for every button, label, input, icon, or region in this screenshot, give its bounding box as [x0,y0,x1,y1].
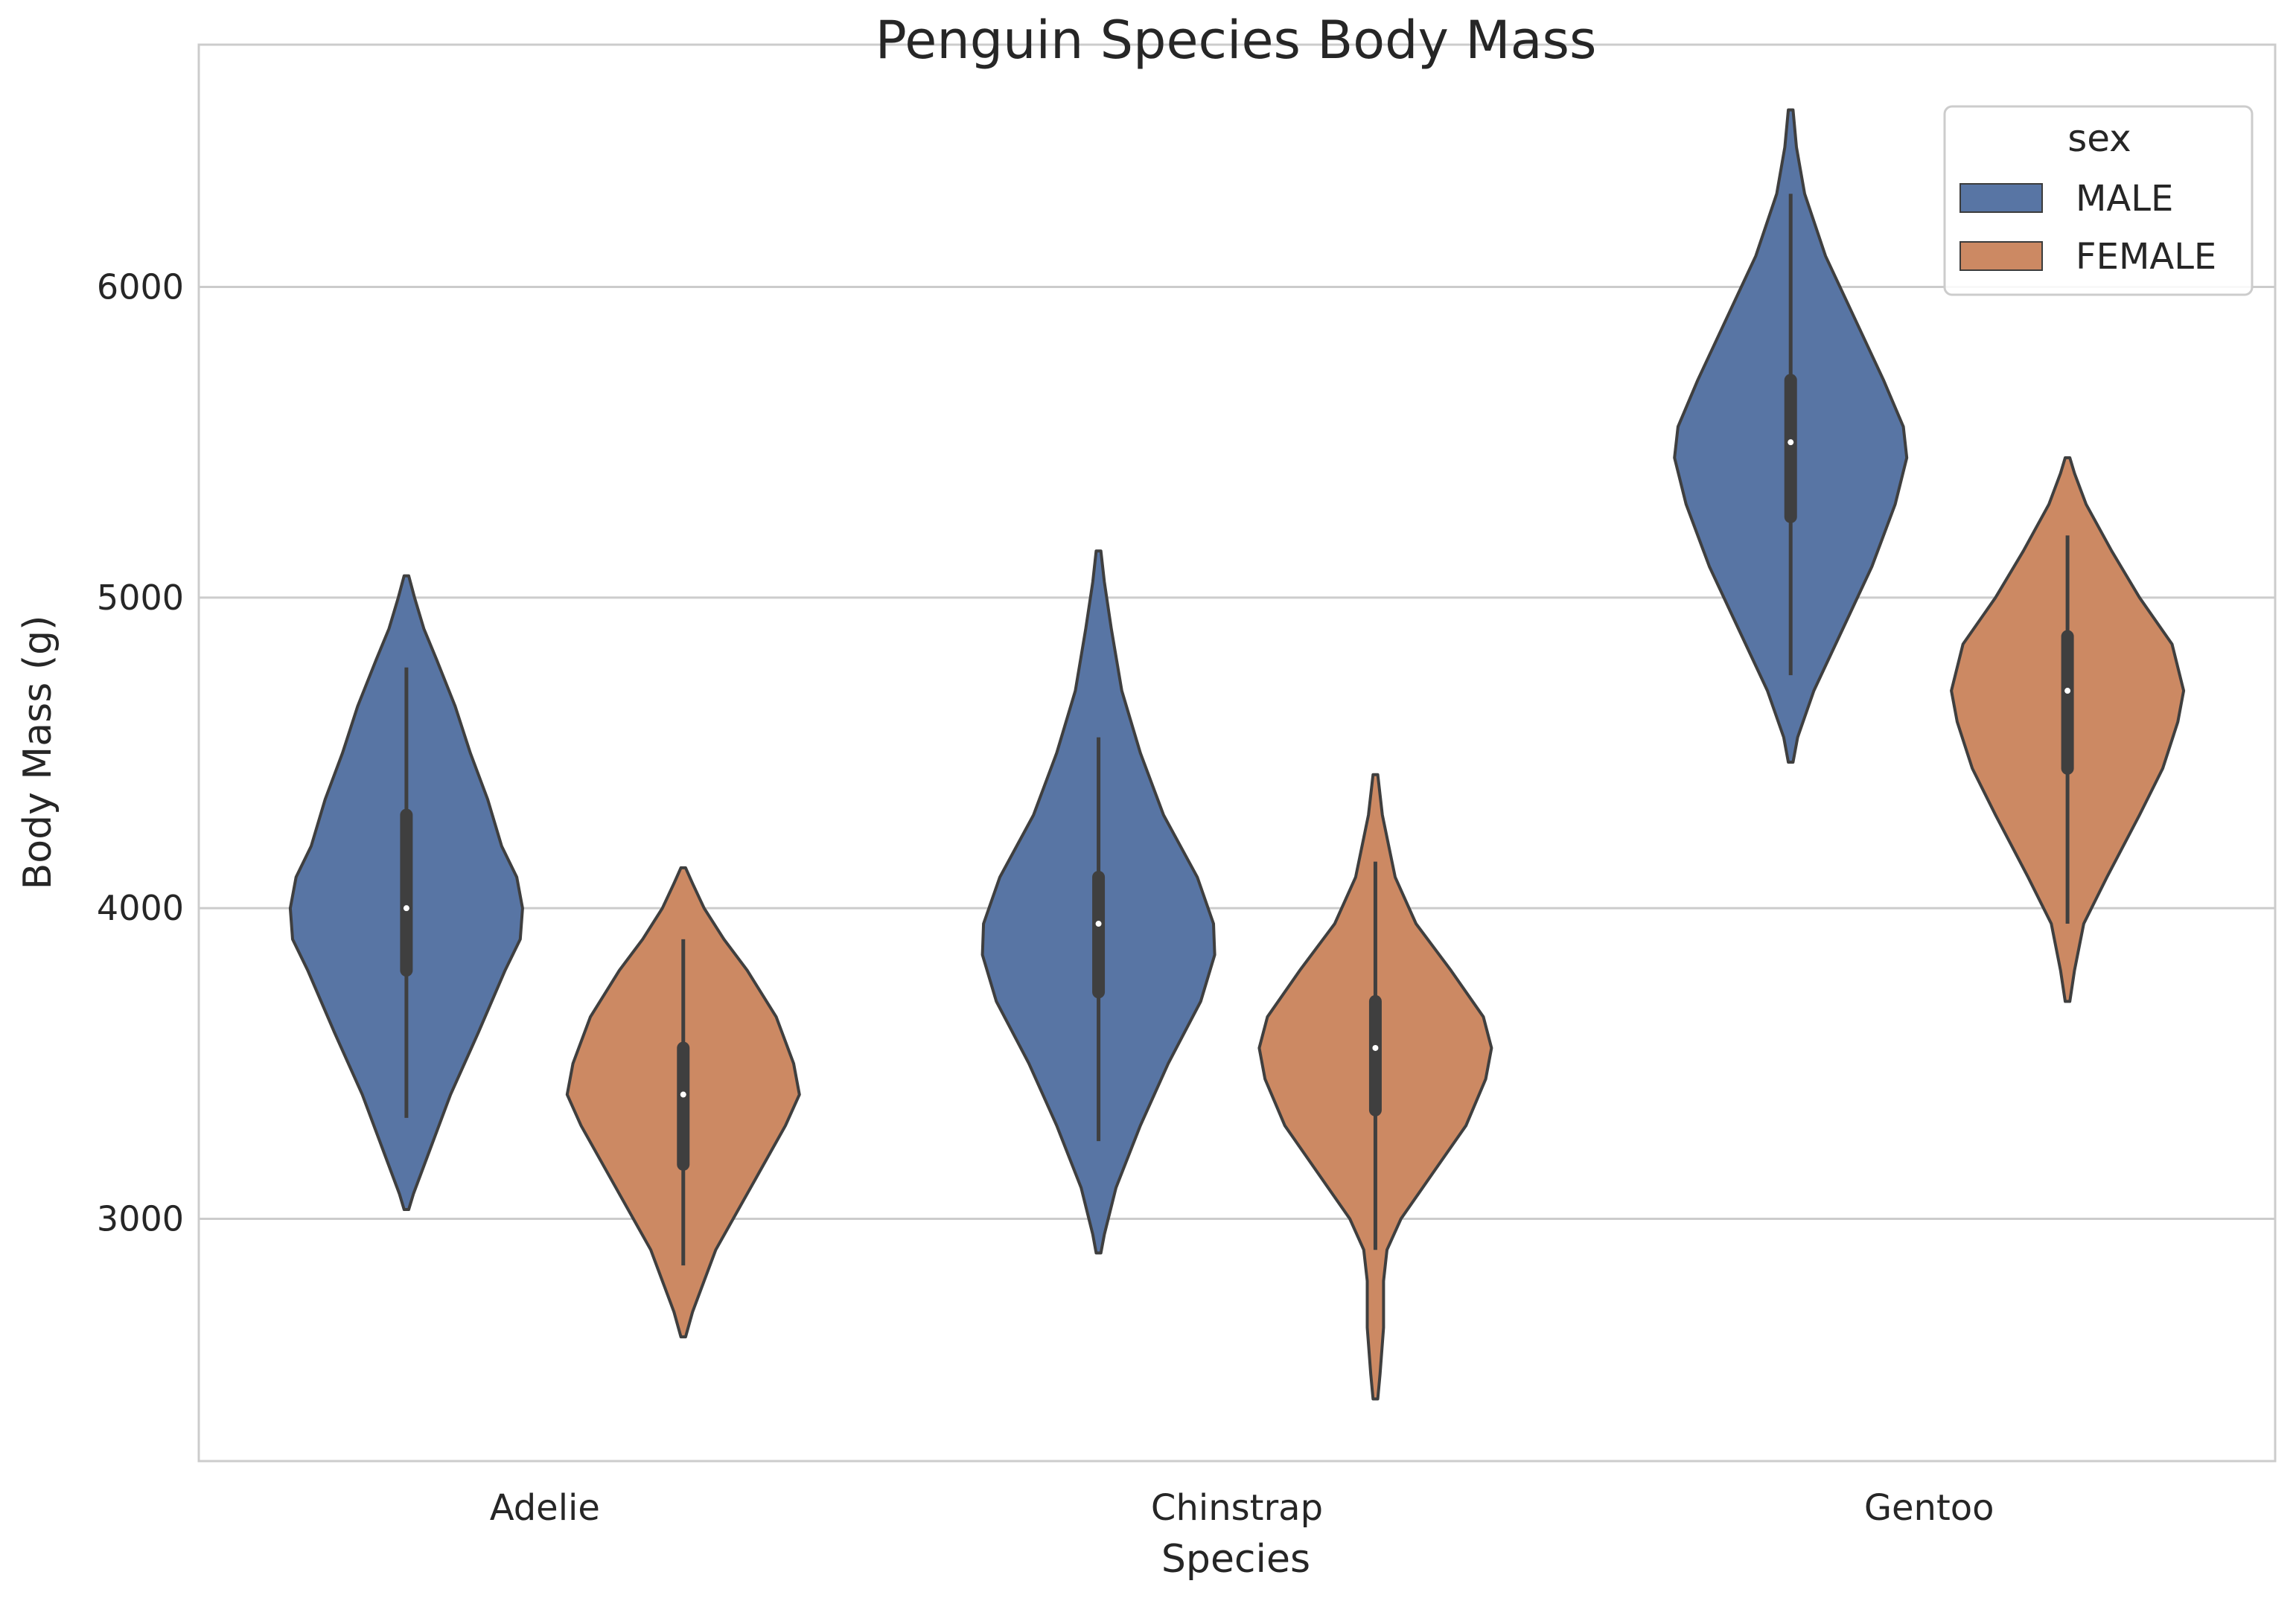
y-tick-label-5000: 5000 [97,578,184,618]
plot-frame [197,43,2277,1463]
x-tick-labels: Adelie Chinstrap Gentoo [490,1487,1994,1529]
y-tick-label-6000: 6000 [97,267,184,307]
violin-chinstrap-male-median [1095,921,1102,927]
violin-chinstrap-female-median [1372,1044,1379,1051]
x-tick-label-adelie: Adelie [490,1487,600,1529]
y-tick-label-3000: 3000 [97,1198,184,1239]
x-tick-label-gentoo: Gentoo [1864,1487,1994,1529]
y-axis-label: Body Mass (g) [16,616,60,890]
legend: sex MALE FEMALE [1943,105,2254,296]
chart-title: Penguin Species Body Mass [876,10,1597,71]
legend-swatch-male [1959,183,2043,213]
legend-label-female: FEMALE [2076,236,2216,278]
legend-label-male: MALE [2076,178,2173,220]
gridlines [199,286,2275,1220]
violin-gentoo-male-median [1788,439,1794,446]
violin-adelie-female-median [680,1091,686,1098]
y-tick-label-4000: 4000 [97,888,184,928]
legend-swatch-female [1959,241,2043,271]
x-axis-label: Species [1161,1537,1310,1582]
violin-gentoo-female-median [2064,688,2071,694]
x-tick-label-chinstrap: Chinstrap [1151,1487,1323,1529]
violins [288,108,2186,1401]
legend-title: sex [2067,117,2131,160]
y-tick-labels: 3000 4000 5000 6000 [97,267,184,1239]
violin-adelie-male-median [403,905,409,912]
